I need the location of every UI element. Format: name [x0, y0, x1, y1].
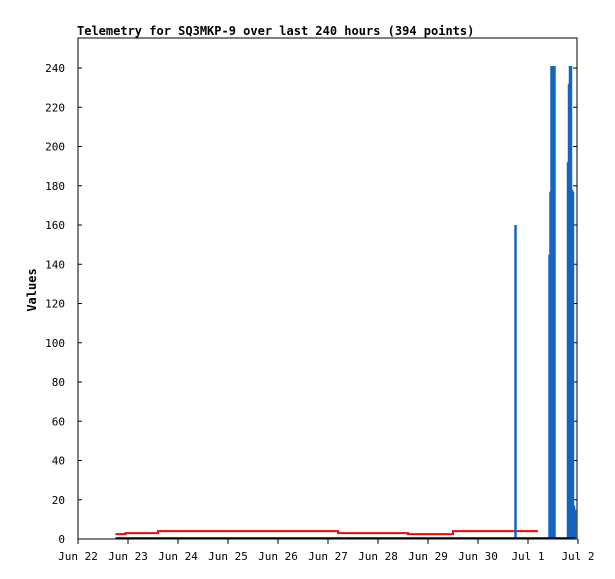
y-tick-label: 20 [52, 494, 65, 507]
y-tick-label: 60 [52, 415, 65, 428]
x-tick-label: Jun 27 [308, 550, 348, 563]
x-tick-label: Jun 28 [358, 550, 398, 563]
x-tick-label: Jun 30 [458, 550, 498, 563]
y-tick-label: 100 [45, 337, 65, 350]
x-tick-label: Jun 26 [258, 550, 298, 563]
y-axis-label: Values [25, 268, 39, 311]
y-tick-label: 0 [58, 533, 65, 546]
y-tick-label: 80 [52, 376, 65, 389]
y-tick-label: 240 [45, 62, 65, 75]
y-tick-label: 180 [45, 180, 65, 193]
x-tick-label: Jun 22 [58, 550, 98, 563]
x-axis: Jun 22 Jun 23 Jun 24 Jun 25 Jun 26 Jun 27 Jun … [58, 539, 595, 563]
x-tick-label: Jul 2 [561, 550, 594, 563]
x-tick-label: Jul 1 [511, 550, 544, 563]
x-tick-label: Jun 23 [108, 550, 148, 563]
x-tick-label: Jun 24 [158, 550, 198, 563]
y-axis: 0 20 40 60 80 100 120 140 160 180 200 220 240 [45, 62, 577, 546]
plot-frame [77, 37, 578, 540]
series-layer [115, 66, 577, 539]
chart-title: Telemetry for SQ3MKP-9 over last 240 hou… [77, 24, 474, 38]
y-tick-label: 120 [45, 298, 65, 311]
y-tick-label: 160 [45, 219, 65, 232]
x-tick-label: Jun 25 [208, 550, 248, 563]
x-tick-label: Jun 29 [408, 550, 448, 563]
y-tick-label: 40 [52, 455, 65, 468]
y-tick-label: 200 [45, 141, 65, 154]
series-0-line [115, 530, 538, 536]
y-tick-label: 220 [45, 101, 65, 114]
y-tick-label: 140 [45, 258, 65, 271]
